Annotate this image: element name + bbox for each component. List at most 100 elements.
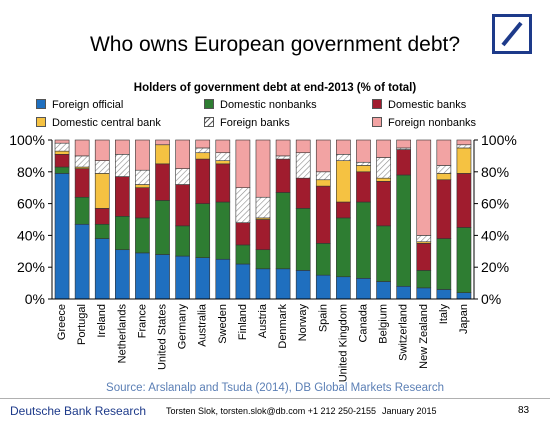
bar-segment-foreign-banks [54,142,70,152]
bar-segment-foreign-nonbanks [155,139,170,146]
legend-label: Foreign banks [220,117,290,129]
x-tick-label: Greece [56,304,68,340]
bar-segment-foreign-official [175,255,190,300]
bar-segment-domestic-nonbanks [115,216,130,251]
bar-segment-foreign-official [195,257,211,300]
legend-swatch [36,99,46,109]
bar-segment-domestic-banks [275,158,291,193]
bar-segment-domestic-nonbanks [295,208,311,271]
legend-item-domestic-nonbanks: Domestic nonbanks [204,99,317,111]
bar-segment-foreign-nonbanks [315,139,331,173]
bar-segment-domestic-banks [54,154,70,168]
legend-label: Domestic banks [388,99,467,111]
legend-swatch [204,117,214,127]
legend-label: Domestic nonbanks [220,99,317,111]
x-tick-label: Portugal [76,304,88,345]
bar-segment-domestic-banks [195,158,211,204]
bar-segment-foreign-banks [275,155,291,160]
bar-segment-foreign-official [94,238,110,300]
x-tick-label: Japan [458,304,470,334]
x-tick-label: Netherlands [116,304,128,364]
x-tick-label: Norway [297,304,309,342]
bar-segment-domestic-banks [135,187,150,219]
x-tick-label: Germany [177,304,189,350]
bar-segment-foreign-nonbanks [195,139,211,149]
x-tick-label: Denmark [277,304,289,349]
bar-segment-foreign-banks [135,169,150,185]
bar-segment-domestic-banks [94,208,110,225]
legend-item-foreign-official: Foreign official [36,99,123,111]
x-tick-label: Spain [317,304,329,332]
bar-segment-foreign-official [356,278,371,300]
bar-segment-domestic-central-bank [94,173,110,209]
bar-segment-foreign-official [376,281,391,300]
x-tick-label: Austria [257,303,269,338]
bar-segment-foreign-nonbanks [396,139,412,149]
bar-segment-domestic-central-bank [456,147,472,174]
bar-segment-foreign-banks [456,144,472,149]
bar-segment-domestic-nonbanks [135,217,150,254]
bar-segment-domestic-nonbanks [94,223,110,239]
y-tick-label-left: 0% [25,291,45,307]
bar-segment-domestic-central-bank [436,173,452,181]
bar-segment-foreign-official [215,258,231,300]
source-note: Source: Arslanalp and Tsuda (2014), DB G… [106,382,444,394]
bar-segment-foreign-banks [416,235,432,243]
bar-segment-domestic-nonbanks [416,270,432,289]
bar-segment-foreign-official [275,268,291,300]
x-tick-label: France [136,304,148,338]
bar-segment-foreign-banks [215,152,231,161]
bar-segment-foreign-official [255,268,271,300]
bar-segment-foreign-official [456,292,472,300]
bar-segment-foreign-official [336,276,351,300]
bar-segment-foreign-nonbanks [215,139,231,154]
y-tick-label-right: 20% [481,259,509,275]
x-tick-label: Italy [438,304,450,325]
bar-segment-domestic-nonbanks [74,196,90,225]
bar-segment-foreign-nonbanks [376,139,391,158]
bar-segment-foreign-official [115,249,130,300]
x-tick-label: United Kingdom [337,304,349,382]
bar-segment-domestic-nonbanks [235,244,251,265]
bar-segment-domestic-central-bank [135,184,150,189]
bar-segment-foreign-nonbanks [436,139,452,166]
bar-segment-foreign-nonbanks [336,139,351,155]
bar-segment-foreign-official [155,254,170,300]
bar-segment-foreign-banks [336,154,351,161]
legend-label: Foreign official [52,99,124,111]
legend-item-foreign-banks: Foreign banks [204,117,290,129]
bar-segment-foreign-nonbanks [356,139,371,163]
slide-title: Who owns European government debt? [89,33,461,56]
bar-segment-foreign-banks [295,152,311,179]
bar-segment-domestic-nonbanks [275,192,291,270]
bar-segment-domestic-banks [235,222,251,246]
bar-segment-foreign-nonbanks [255,139,271,198]
x-tick-label: New Zealand [418,304,430,369]
bar-segment-domestic-central-bank [155,144,170,165]
legend-item-foreign-nonbanks: Foreign nonbanks [372,117,476,129]
chart-legend: Foreign official Domestic nonbanks Domes… [36,99,536,139]
bar-segment-domestic-banks [436,179,452,239]
bar-segment-domestic-nonbanks [396,174,412,287]
bar-segment-domestic-banks [416,243,432,271]
legend-swatch [204,99,214,109]
legend-item-domestic-central-bank: Domestic central bank [36,117,161,129]
legend-swatch [372,99,382,109]
bar-segment-domestic-banks [215,163,231,203]
bar-segment-foreign-banks [436,165,452,174]
bar-segment-foreign-nonbanks [74,139,90,157]
bar-segment-foreign-nonbanks [54,139,70,144]
bar-segment-domestic-banks [356,171,371,203]
bar-segment-foreign-official [135,252,150,300]
bar-segment-domestic-nonbanks [336,217,351,278]
y-tick-label-right: 80% [481,164,509,180]
bar-segment-foreign-banks [195,147,211,154]
bar-segment-foreign-nonbanks [135,139,150,171]
x-tick-label: Switzerland [398,304,410,361]
bar-segment-domestic-nonbanks [215,201,231,260]
bar-segment-foreign-banks [175,168,190,185]
bar-segment-foreign-official [54,173,70,300]
bar-segment-domestic-banks [115,176,130,217]
bar-segment-domestic-nonbanks [195,203,211,258]
